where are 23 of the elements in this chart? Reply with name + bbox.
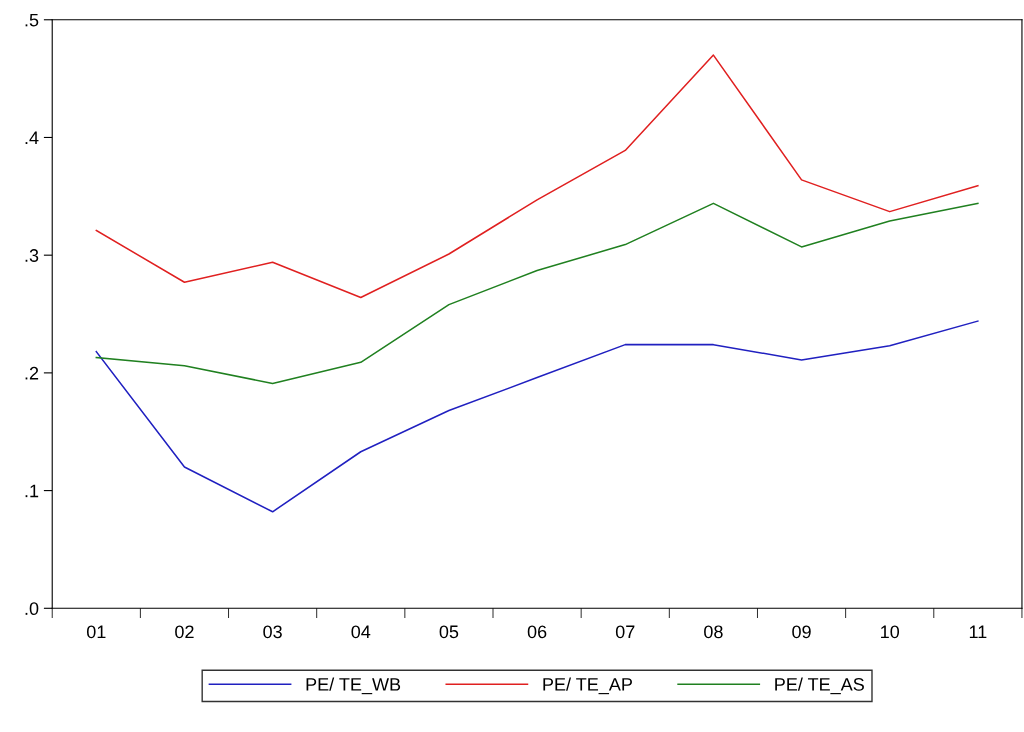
x-tick-label: 05 [439,625,459,639]
line-series [95,202,979,385]
line-series [95,54,979,299]
y-tick-label: .5 [25,13,39,27]
y-tick-label: .3 [25,249,39,262]
y-tick-label: .1 [25,484,39,498]
legend-label: PE/ TE_WB [306,677,401,695]
y-tick-label: .4 [25,131,39,145]
x-tick-label: 09 [792,625,811,639]
x-tick-label: 02 [175,625,194,639]
x-tick-label: 01 [86,625,106,639]
x-tick-label: 07 [615,625,635,639]
x-tick-label: 11 [969,625,987,639]
y-tick-label: .0 [25,602,39,616]
x-tick-label: 06 [527,625,547,639]
x-tick-label: 10 [881,625,900,639]
legend-label: PE/ TE_AP [543,677,632,695]
y-tick-label: .2 [25,366,39,380]
x-tick-label: 04 [351,625,371,639]
x-tick-label: 08 [704,625,723,639]
x-tick-label: 03 [263,625,282,639]
legend-label: PE/ TE_AS [775,677,864,695]
line-series [95,320,979,513]
